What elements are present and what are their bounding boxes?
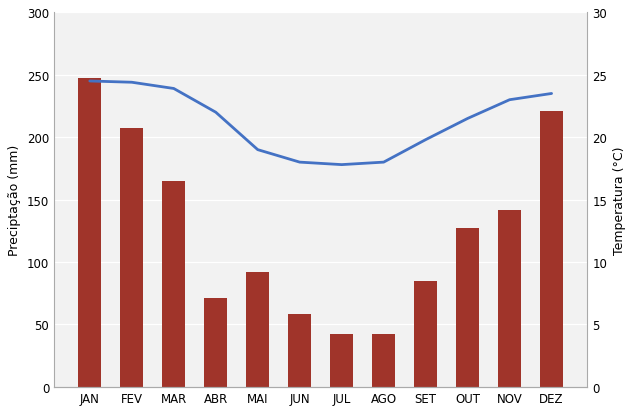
Bar xyxy=(456,229,479,387)
Bar xyxy=(288,315,311,387)
Bar xyxy=(372,335,395,387)
Bar xyxy=(120,129,143,387)
Bar xyxy=(162,181,185,387)
Bar xyxy=(540,112,563,387)
Bar xyxy=(78,79,101,387)
Y-axis label: Temperatura (°C): Temperatura (°C) xyxy=(612,146,626,254)
Bar xyxy=(330,335,353,387)
Bar xyxy=(498,210,521,387)
Bar xyxy=(246,272,269,387)
Bar xyxy=(204,299,227,387)
Y-axis label: Preciptação (mm): Preciptação (mm) xyxy=(8,145,22,256)
Bar xyxy=(414,281,437,387)
